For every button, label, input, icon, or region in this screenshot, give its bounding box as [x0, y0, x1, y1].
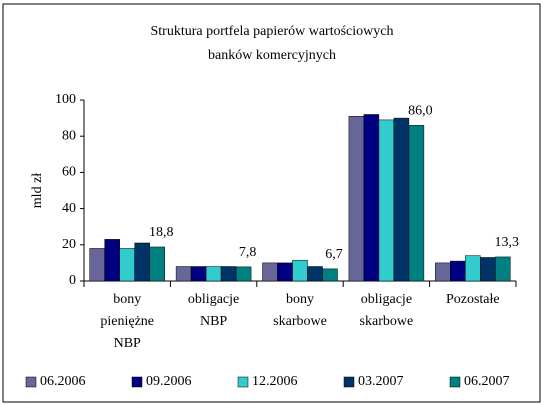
- x-tick-label: obligacje NBP: [187, 292, 240, 329]
- chart-frame: [2, 3, 541, 403]
- legend-label: 12.2006: [252, 374, 298, 389]
- legend-swatch: [449, 376, 461, 388]
- bar: [262, 262, 278, 282]
- data-label: 13,3: [495, 235, 520, 250]
- data-label: 18,8: [149, 225, 174, 240]
- bar: [175, 266, 192, 282]
- bar: [292, 259, 308, 282]
- bar: [104, 239, 120, 282]
- x-tick-label: bony skarbowe: [273, 292, 327, 329]
- y-tick-label: 100: [55, 92, 76, 107]
- bar: [89, 248, 105, 282]
- bar: [307, 266, 323, 282]
- y-tick-label: 60: [62, 165, 76, 180]
- x-tick-label: Pozostałe: [445, 292, 500, 307]
- data-label: 86,0: [408, 104, 433, 119]
- legend-swatch: [343, 376, 355, 388]
- legend-label: 06.2007: [464, 374, 510, 389]
- bar: [378, 119, 395, 282]
- x-tick-label: bony pieniężne NBP: [100, 292, 155, 351]
- bar: [205, 266, 222, 282]
- y-tick-label: 40: [62, 201, 76, 216]
- bar: [190, 266, 207, 282]
- legend-label: 06.2006: [40, 374, 86, 389]
- bar: [363, 114, 380, 282]
- bar: [435, 262, 451, 282]
- bar: [465, 255, 481, 282]
- data-label: 6,7: [325, 247, 343, 262]
- bar: [277, 262, 293, 282]
- bar: [348, 116, 365, 282]
- bar: [134, 242, 150, 282]
- legend-swatch: [131, 376, 143, 388]
- bar: [450, 260, 466, 282]
- y-tick-label: 20: [62, 237, 76, 252]
- bar: [480, 257, 496, 282]
- legend-swatch: [237, 376, 249, 388]
- x-tick-label: obligacje skarbowe: [359, 292, 414, 329]
- y-tick-label: 0: [69, 273, 76, 288]
- legend-label: 03.2007: [358, 374, 404, 389]
- chart-title: Struktura portfela papierów wartościowyc…: [150, 24, 394, 63]
- bar: [393, 117, 410, 282]
- bar: [408, 125, 425, 282]
- bar: [322, 268, 338, 282]
- bar: [220, 266, 237, 282]
- legend-swatch: [25, 376, 37, 388]
- bar: [149, 246, 165, 282]
- legend-label: 09.2006: [146, 374, 192, 389]
- data-label: 7,8: [239, 245, 257, 260]
- bar: [235, 266, 252, 282]
- bar: [495, 256, 511, 282]
- y-axis-label: mld zł: [30, 173, 45, 208]
- y-tick-label: 80: [62, 128, 76, 143]
- bar: [119, 248, 135, 282]
